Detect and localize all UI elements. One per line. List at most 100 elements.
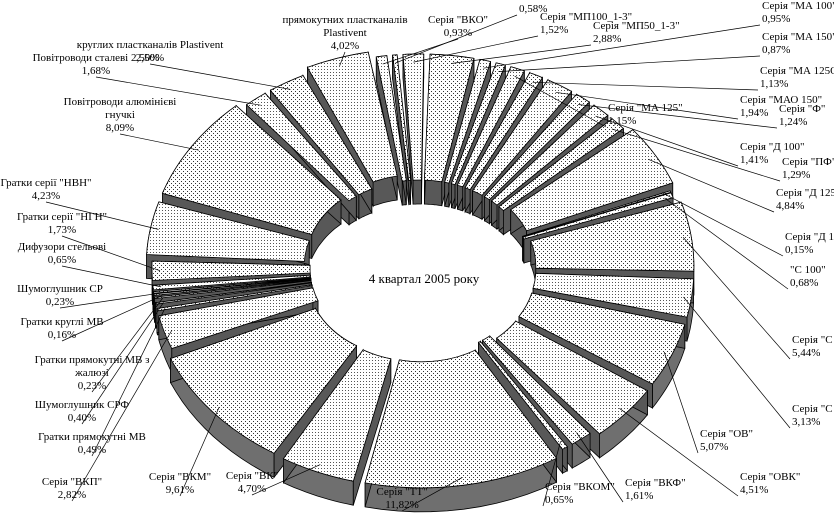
slice-label-13: Серія "Д 150"0,15% bbox=[785, 231, 834, 256]
slice-label-line: 0,23% bbox=[78, 380, 106, 392]
slice-label-line: 4,23% bbox=[32, 190, 60, 202]
slice-label-line: 0,15% bbox=[785, 244, 813, 256]
leader-line-21 bbox=[401, 476, 463, 512]
leader-line-23 bbox=[179, 406, 220, 497]
slice-label-line: 11,82% bbox=[385, 499, 419, 511]
slice-label-29: Шумоглушник СР 0,23% bbox=[17, 283, 103, 308]
slice-label-line: 0,65% bbox=[48, 254, 76, 266]
pie-slice-8 bbox=[471, 79, 573, 196]
slice-label-line: Шумоглушник СР bbox=[17, 283, 103, 295]
pie-slice-21 bbox=[364, 349, 558, 489]
slice-label-line: 1,15% bbox=[608, 115, 636, 127]
slice-label-line: Серія "ВК" bbox=[226, 470, 278, 482]
slice-label-line: 1,61% bbox=[625, 490, 653, 502]
slice-label-line: 0,40% bbox=[68, 412, 96, 424]
pie-slice-3 bbox=[423, 53, 475, 183]
slice-label-line: Гратки серії "НГН" bbox=[17, 211, 107, 223]
slice-label-line: Серія "МП100_1-3" bbox=[540, 11, 632, 23]
slice-label-line: 1,68% bbox=[82, 65, 110, 77]
slice-label-28: Гратки круглі МВ 0,16% bbox=[20, 316, 103, 341]
slice-label-24: Серія "ВКП" 2,82% bbox=[42, 476, 102, 501]
pie-slice-12 bbox=[510, 129, 674, 232]
slice-label-line: гнучкі bbox=[105, 109, 135, 121]
leader-line-15 bbox=[682, 237, 791, 360]
slice-label-25: Гратки прямокутні МВ 0,49% bbox=[38, 431, 146, 456]
pie-slice-35 bbox=[269, 75, 373, 196]
slice-label-line: Серія "ВКП" bbox=[42, 476, 102, 488]
slice-label-line: Серія "МАО 150" bbox=[740, 94, 822, 106]
slice-label-21: Серія "ТТ" 11,82% bbox=[376, 486, 427, 511]
pie-slice-14 bbox=[522, 192, 674, 240]
slice-label-line: жалюзі bbox=[74, 367, 109, 379]
slice-label-8: Серія "МАО 150" 1,94% bbox=[740, 94, 822, 119]
slice-label-30: Дифузори стельові 0,65% bbox=[18, 241, 107, 266]
leader-line-24 bbox=[71, 329, 173, 502]
slice-label-line: 4,51% bbox=[740, 484, 768, 496]
leader-line-30 bbox=[61, 265, 162, 288]
slice-label-line: 2,88% bbox=[593, 33, 621, 45]
leader-line-5 bbox=[498, 55, 761, 72]
slice-inner-side-3 bbox=[423, 179, 443, 207]
pie-slice-17 bbox=[518, 292, 686, 385]
leader-line-26 bbox=[81, 302, 164, 425]
slice-label-18: Серія "ОВК" 4,51% bbox=[740, 471, 800, 496]
slice-label-1: 0,58% bbox=[519, 3, 547, 15]
slice-label-line: 5,44% bbox=[792, 347, 820, 359]
slice-label-3: Серія "МП50_1-3" 2,88% bbox=[593, 20, 680, 45]
slice-label-line: Серія "ОВК" bbox=[740, 471, 800, 483]
pie-slice-18 bbox=[496, 320, 649, 435]
slice-label-line: Серія "МА 125О" bbox=[760, 65, 834, 77]
slice-label-line: Серія "МА 125" bbox=[608, 102, 683, 114]
slice-label-line: прямокутних пластканалів bbox=[282, 14, 407, 26]
pie-slice-16 bbox=[532, 272, 695, 318]
slice-label-6: Серія "МА 125" 1,15% bbox=[608, 102, 683, 127]
leader-line-1 bbox=[395, 14, 518, 64]
slice-label-line: 1,94% bbox=[740, 107, 768, 119]
slice-label-0: Серія "ВКО" 0,93% bbox=[428, 14, 488, 39]
pie-slice-20 bbox=[477, 340, 568, 450]
leader-line-11 bbox=[611, 128, 781, 182]
slice-label-line: 5,07% bbox=[700, 441, 728, 453]
slice-label-line: Серія "МА 150" bbox=[762, 31, 834, 43]
slice-label-line: Повітроводи алюмінієві bbox=[64, 96, 177, 108]
slice-label-line: Серія "ВКОМ" bbox=[545, 481, 615, 493]
slice-label-19: Серія "ВКФ" 1,61% bbox=[625, 477, 686, 502]
pie-slice-27 bbox=[154, 279, 312, 300]
slice-label-16: Серія "С 150"3,13% bbox=[792, 403, 834, 428]
leader-line-32 bbox=[45, 201, 159, 230]
slice-label-line: 0,49% bbox=[78, 444, 106, 456]
pie-slice-10 bbox=[490, 104, 609, 206]
slice-label-line: Серія "МП50_1-3" bbox=[593, 20, 680, 32]
slice-label-line: 0,87% bbox=[762, 44, 790, 56]
slice-label-line: 1,24% bbox=[779, 116, 807, 128]
leader-line-14 bbox=[664, 197, 789, 290]
slice-label-7: Серія "МА 125О"1,13% bbox=[760, 65, 834, 90]
slice-label-2: Серія "МП100_1-3" 1,52% bbox=[540, 11, 632, 36]
slice-label-line: 2,50% bbox=[136, 52, 164, 64]
slice-label-32: Гратки серії "НВН" 4,23% bbox=[0, 177, 91, 202]
pie-slice-34 bbox=[245, 92, 357, 202]
pie-slice-9 bbox=[483, 93, 590, 201]
leader-line-31 bbox=[61, 235, 161, 272]
leader-line-12 bbox=[648, 158, 775, 213]
pie-slice-15 bbox=[530, 201, 695, 272]
slice-label-27: Гратки прямокутні МВ з жалюзі 0,23% bbox=[35, 354, 150, 392]
slice-label-line: Серія "ВКО" bbox=[428, 14, 488, 26]
slice-label-33: Повітроводи алюмінієві гнучкі 8,09% bbox=[64, 96, 177, 134]
leader-line-2 bbox=[413, 35, 539, 63]
slice-label-line: 1,52% bbox=[540, 24, 568, 36]
pie-slice-0 bbox=[375, 55, 407, 182]
slice-label-line: 0,65% bbox=[545, 494, 573, 506]
slice-label-line: Шумоглушник СРФ bbox=[35, 399, 129, 411]
slice-label-26: Шумоглушник СРФ 0,40% bbox=[35, 399, 129, 424]
slice-label-line: Дифузори стельові bbox=[18, 241, 107, 253]
slice-faces bbox=[146, 51, 695, 489]
slice-label-20: Серія "ВКОМ" 0,65% bbox=[545, 481, 615, 506]
pie-slice-31 bbox=[151, 260, 311, 281]
slice-label-line: Серія "С 125" bbox=[792, 334, 834, 346]
slice-label-line: Повітроводи сталеві 2,50% bbox=[33, 52, 160, 64]
pie-slice-19 bbox=[481, 335, 591, 445]
slice-inner-side-2 bbox=[412, 179, 422, 205]
pie-slice-36 bbox=[306, 51, 398, 183]
slice-label-line: Гратки серії "НВН" bbox=[0, 177, 91, 189]
